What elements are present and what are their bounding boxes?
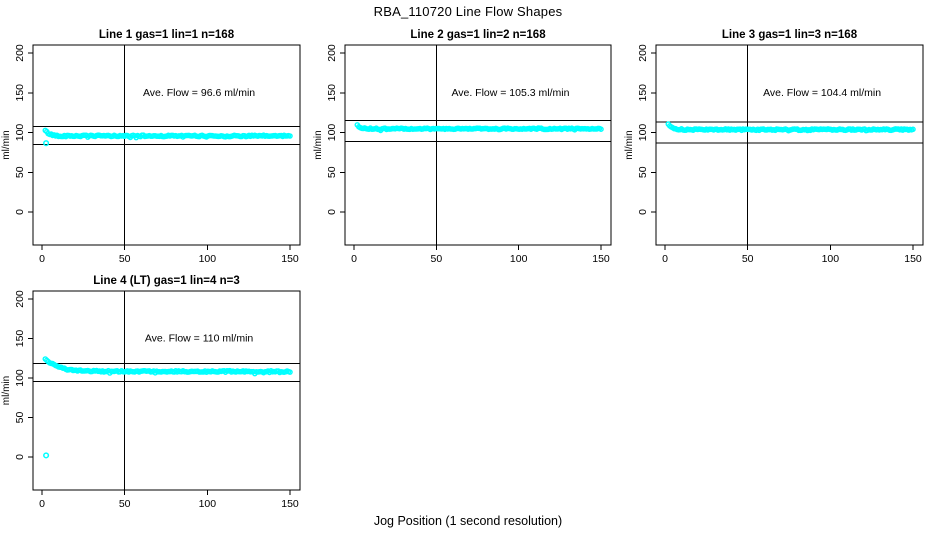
figure-title: RBA_110720 Line Flow Shapes <box>373 4 563 19</box>
data-points <box>665 121 916 134</box>
plot-box <box>655 44 924 246</box>
ave-flow-annotation: Ave. Flow = 96.6 ml/min <box>143 87 255 99</box>
y-tick-label: 0 <box>637 209 649 215</box>
y-axis-label: ml/min <box>313 130 324 159</box>
x-tick-label: 100 <box>199 253 217 265</box>
panel-2: Line 2 gas=1 lin=2 n=168 0 50 100 150 0 50 100 1… <box>313 29 612 265</box>
x-tick-label: 100 <box>822 253 840 265</box>
panel-1: Line 1 gas=1 lin=1 n=168 0 50 100 150 0 50 100 1… <box>1 29 301 265</box>
ave-flow-annotation: Ave. Flow = 110 ml/min <box>145 333 254 345</box>
y-tick-label: 200 <box>637 44 649 62</box>
ave-flow-annotation: Ave. Flow = 105.3 ml/min <box>451 87 569 99</box>
y-tick-label: 0 <box>14 209 26 215</box>
data-point <box>598 126 604 132</box>
x-tick-label: 50 <box>430 253 442 265</box>
panel-title: Line 1 gas=1 lin=1 n=168 <box>99 29 235 41</box>
y-tick-label: 150 <box>14 330 26 348</box>
data-point <box>910 126 916 133</box>
y-tick-label: 0 <box>14 454 26 460</box>
ave-flow-annotation: Ave. Flow = 104.4 ml/min <box>763 87 881 99</box>
outlier-point <box>43 140 50 147</box>
y-tick-label: 100 <box>14 124 26 142</box>
x-tick-label: 100 <box>199 498 217 510</box>
panel-title: Line 4 (LT) gas=1 lin=4 n=3 <box>93 275 239 287</box>
x-tick-label: 0 <box>39 498 45 510</box>
panel-title: Line 3 gas=1 lin=3 n=168 <box>722 29 858 41</box>
y-axis-label: ml/min <box>624 130 635 159</box>
x-tick-label: 50 <box>119 498 131 510</box>
panel-title: Line 2 gas=1 lin=2 n=168 <box>410 29 546 41</box>
data-point <box>287 369 293 375</box>
data-point <box>287 133 293 139</box>
y-axis-label: ml/min <box>1 130 12 159</box>
y-tick-label: 150 <box>637 84 649 102</box>
x-tick-label: 150 <box>592 253 610 265</box>
y-tick-label: 200 <box>326 44 338 62</box>
panel-4: Line 4 (LT) gas=1 lin=4 n=3 0 50 100 150 0 50 1… <box>1 275 301 510</box>
plot-box <box>32 290 301 491</box>
x-tick-label: 150 <box>281 498 299 510</box>
data-points <box>42 127 293 147</box>
y-axis-label: ml/min <box>1 376 12 405</box>
data-points <box>354 122 604 134</box>
plot-box <box>344 44 612 246</box>
y-tick-label: 150 <box>14 84 26 102</box>
y-tick-label: 200 <box>14 290 26 308</box>
y-tick-label: 150 <box>326 84 338 102</box>
y-tick-label: 200 <box>14 44 26 62</box>
y-tick-label: 100 <box>14 369 26 387</box>
x-tick-label: 50 <box>742 253 754 265</box>
x-tick-label: 0 <box>351 253 357 265</box>
x-tick-label: 150 <box>904 253 922 265</box>
y-tick-label: 100 <box>637 124 649 142</box>
y-tick-label: 50 <box>326 166 338 178</box>
x-tick-label: 50 <box>119 253 131 265</box>
panel-3: Line 3 gas=1 lin=3 n=168 0 50 100 150 0 50 100 1… <box>624 29 924 265</box>
x-tick-label: 100 <box>510 253 528 265</box>
outlier-point <box>43 452 50 459</box>
y-tick-label: 0 <box>326 209 338 215</box>
x-tick-label: 150 <box>281 253 299 265</box>
y-tick-label: 100 <box>326 124 338 142</box>
y-tick-label: 50 <box>14 166 26 178</box>
x-tick-label: 0 <box>662 253 668 265</box>
plot-box <box>32 44 301 246</box>
x-axis-label: Jog Position (1 second resolution) <box>373 514 563 528</box>
y-tick-label: 50 <box>637 166 649 178</box>
y-tick-label: 50 <box>14 412 26 424</box>
data-points <box>42 356 293 459</box>
x-tick-label: 0 <box>39 253 45 265</box>
